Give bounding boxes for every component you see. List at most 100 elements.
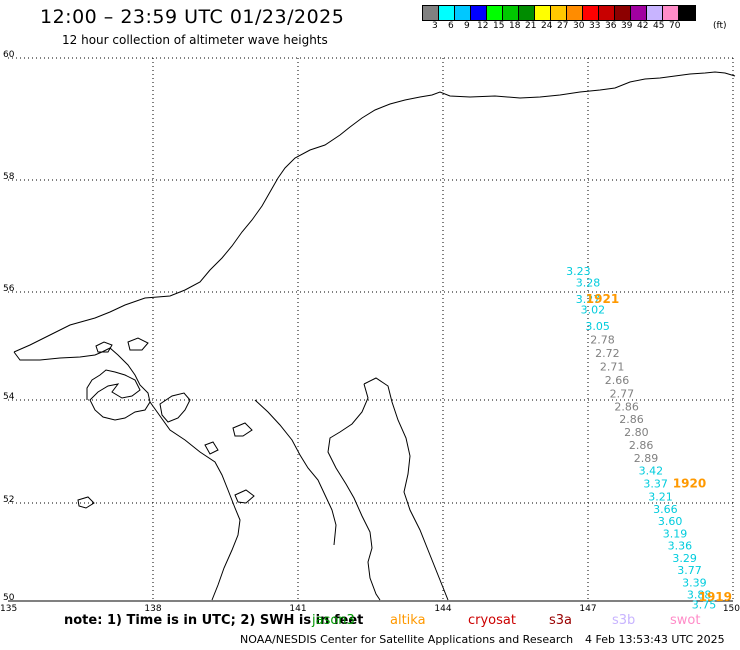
lat-tick-label: 60 <box>3 50 15 60</box>
color-swatch <box>679 6 695 20</box>
color-swatch <box>647 6 663 20</box>
wave-height-value: 3.02 <box>581 304 606 317</box>
color-swatch <box>615 6 631 20</box>
wave-height-value: 3.37 <box>643 478 668 491</box>
wave-height-value: 3.28 <box>576 276 601 289</box>
lat-tick-label: 50 <box>3 593 15 603</box>
wave-height-value: 3.75 <box>692 598 717 611</box>
color-swatch <box>455 6 471 20</box>
color-scale-label: 27 <box>557 21 569 31</box>
wave-height-value: 2.71 <box>600 360 625 373</box>
color-scale-label: 70 <box>669 21 681 31</box>
color-scale-label: 30 <box>573 21 585 31</box>
color-swatch <box>503 6 519 20</box>
wave-height-value: 3.23 <box>566 265 591 278</box>
color-swatch <box>439 6 455 20</box>
wave-height-value: 3.66 <box>653 503 678 516</box>
lat-tick-label: 52 <box>3 495 14 505</box>
coastline-amur <box>254 399 337 546</box>
wave-height-value: 2.77 <box>610 387 635 400</box>
map-grid <box>8 57 734 602</box>
color-swatch <box>567 6 583 20</box>
color-swatch <box>423 6 439 20</box>
color-swatch <box>471 6 487 20</box>
island-shantar <box>159 392 191 423</box>
color-swatch <box>551 6 567 20</box>
wave-height-value: 3.29 <box>672 552 697 565</box>
color-scale-label: 9 <box>464 21 470 31</box>
wave-height-value: 3.42 <box>639 465 664 478</box>
color-scale-unit: (ft) <box>713 21 727 31</box>
island-small-2 <box>127 337 149 351</box>
map-tick-labels: 135 138 141 144 147 150 60 58 56 54 52 50 <box>0 50 740 614</box>
coastline-mainland-south <box>149 401 241 601</box>
wave-height-value: 2.89 <box>634 452 659 465</box>
legend-satellite-altika: altika <box>390 613 426 628</box>
legend-satellite-swot: swot <box>670 613 701 628</box>
legend-satellite-cryosat: cryosat <box>468 613 516 628</box>
color-scale-bar <box>422 5 696 21</box>
map-subtitle: 12 hour collection of altimeter wave hei… <box>62 33 328 47</box>
lon-tick-label: 147 <box>579 604 596 614</box>
pass-time-label: 1921 <box>586 292 619 306</box>
legend-satellite-jason3: jason3 <box>312 613 355 628</box>
lon-tick-label: 144 <box>434 604 451 614</box>
lat-tick-label: 58 <box>3 172 15 182</box>
island-small-3 <box>204 441 219 455</box>
color-scale-label: 15 <box>493 21 505 31</box>
coastline-north <box>13 71 736 353</box>
wave-height-value: 3.19 <box>663 527 688 540</box>
wave-height-value: 3.05 <box>585 320 610 333</box>
island-small-4 <box>232 422 253 437</box>
pass-time-labels: 1921 1920 1919 <box>586 292 732 604</box>
coastline-west <box>13 347 151 421</box>
footer-note: note: 1) Time is in UTC; 2) SWH is in fe… <box>64 613 364 628</box>
wave-height-value: 3.77 <box>677 564 702 577</box>
coastline <box>13 71 736 601</box>
color-swatch <box>535 6 551 20</box>
color-scale-label: 24 <box>541 21 553 31</box>
lat-tick-label: 54 <box>3 392 15 402</box>
wave-height-value: 3.88 <box>687 589 712 602</box>
footer-timestamp: 4 Feb 13:53:43 UTC 2025 <box>585 633 725 646</box>
island-sakhalin <box>327 377 449 601</box>
wave-height-points: 3.233.28 3.273.02 3.052.782.722.712.662.77… <box>566 265 716 611</box>
color-scale-label: 18 <box>509 21 521 31</box>
pass-time-label: 1920 <box>673 477 706 491</box>
color-scale-label: 39 <box>621 21 633 31</box>
wave-height-value: 3.39 <box>682 576 707 589</box>
color-scale-label: 42 <box>637 21 649 31</box>
color-scale-label: 21 <box>525 21 537 31</box>
wave-height-value: 2.86 <box>614 400 639 413</box>
legend-satellite-s3b: s3b <box>612 613 636 628</box>
color-scale-label: 3 <box>432 21 438 31</box>
wave-height-value: 3.36 <box>668 540 693 553</box>
map-title: 12:00 – 23:59 UTC 01/23/2025 <box>40 6 345 28</box>
wave-height-value: 3.21 <box>648 490 673 503</box>
wave-height-value: 2.80 <box>624 426 649 439</box>
color-swatch <box>519 6 535 20</box>
wave-height-value: 2.78 <box>590 333 615 346</box>
lon-tick-label: 150 <box>723 604 740 614</box>
wave-height-value: 2.66 <box>605 374 630 387</box>
wave-height-value: 3.27 <box>576 293 601 306</box>
wave-height-value: 2.86 <box>619 413 644 426</box>
color-scale-label: 33 <box>589 21 601 31</box>
legend-satellite-s3a: s3a <box>549 613 573 628</box>
island-small-5 <box>234 489 255 504</box>
wave-height-value: 2.72 <box>595 347 620 360</box>
lon-tick-label: 141 <box>289 604 306 614</box>
lat-tick-label: 56 <box>3 284 15 294</box>
color-scale-label: 12 <box>477 21 489 31</box>
color-swatch <box>583 6 599 20</box>
color-scale-label: 36 <box>605 21 617 31</box>
footer-credit: NOAA/NESDIS Center for Satellite Applica… <box>240 633 574 646</box>
color-scale-label: 45 <box>653 21 665 31</box>
color-swatch <box>599 6 615 20</box>
lon-tick-label: 135 <box>0 604 17 614</box>
lon-tick-label: 138 <box>144 604 161 614</box>
color-swatch <box>487 6 503 20</box>
wave-height-value: 3.60 <box>658 515 683 528</box>
color-scale-label: 6 <box>448 21 454 31</box>
